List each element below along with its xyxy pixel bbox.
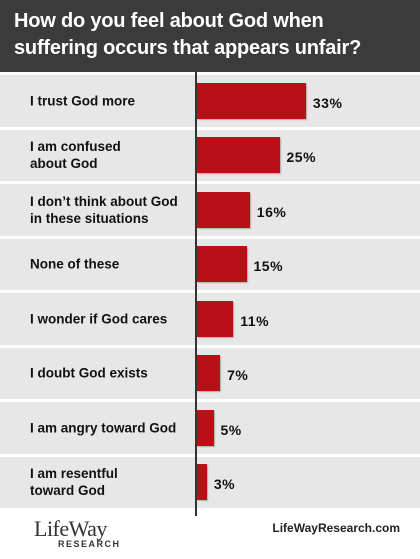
value-label: 11% xyxy=(240,312,270,329)
bar xyxy=(197,409,214,446)
value-label: 15% xyxy=(253,258,284,275)
bar xyxy=(197,300,234,337)
bar xyxy=(197,137,280,174)
logo: LifeWay xyxy=(34,516,107,541)
category-label: I doubt God exists xyxy=(30,365,148,381)
bar xyxy=(197,191,250,228)
bar xyxy=(197,464,207,501)
value-label: 25% xyxy=(286,149,317,166)
header: How do you feel about God when suffering… xyxy=(0,0,420,72)
category-label: I am confused about God xyxy=(30,139,121,172)
category-label: I am resentful toward God xyxy=(30,466,118,499)
value-label: 3% xyxy=(213,476,236,493)
chart-title: How do you feel about God when suffering… xyxy=(14,10,362,59)
source: LifeWayResearch.com xyxy=(272,521,400,535)
axis-line xyxy=(195,72,197,516)
category-label: I don’t think about God in these situati… xyxy=(30,193,178,226)
category-label: I am angry toward God xyxy=(30,420,177,436)
value-label: 5% xyxy=(220,421,242,438)
value-label: 33% xyxy=(312,94,343,111)
value-label: 16% xyxy=(256,203,287,220)
bar xyxy=(197,82,306,119)
bar xyxy=(197,246,247,283)
row-background xyxy=(0,456,420,508)
category-label: I wonder if God cares xyxy=(30,311,168,327)
category-label: I trust God more xyxy=(30,93,136,109)
logo-subtitle: RESEARCH xyxy=(58,539,121,549)
value-label: 7% xyxy=(227,367,249,384)
bar xyxy=(197,355,221,392)
category-label: None of these xyxy=(30,256,120,272)
